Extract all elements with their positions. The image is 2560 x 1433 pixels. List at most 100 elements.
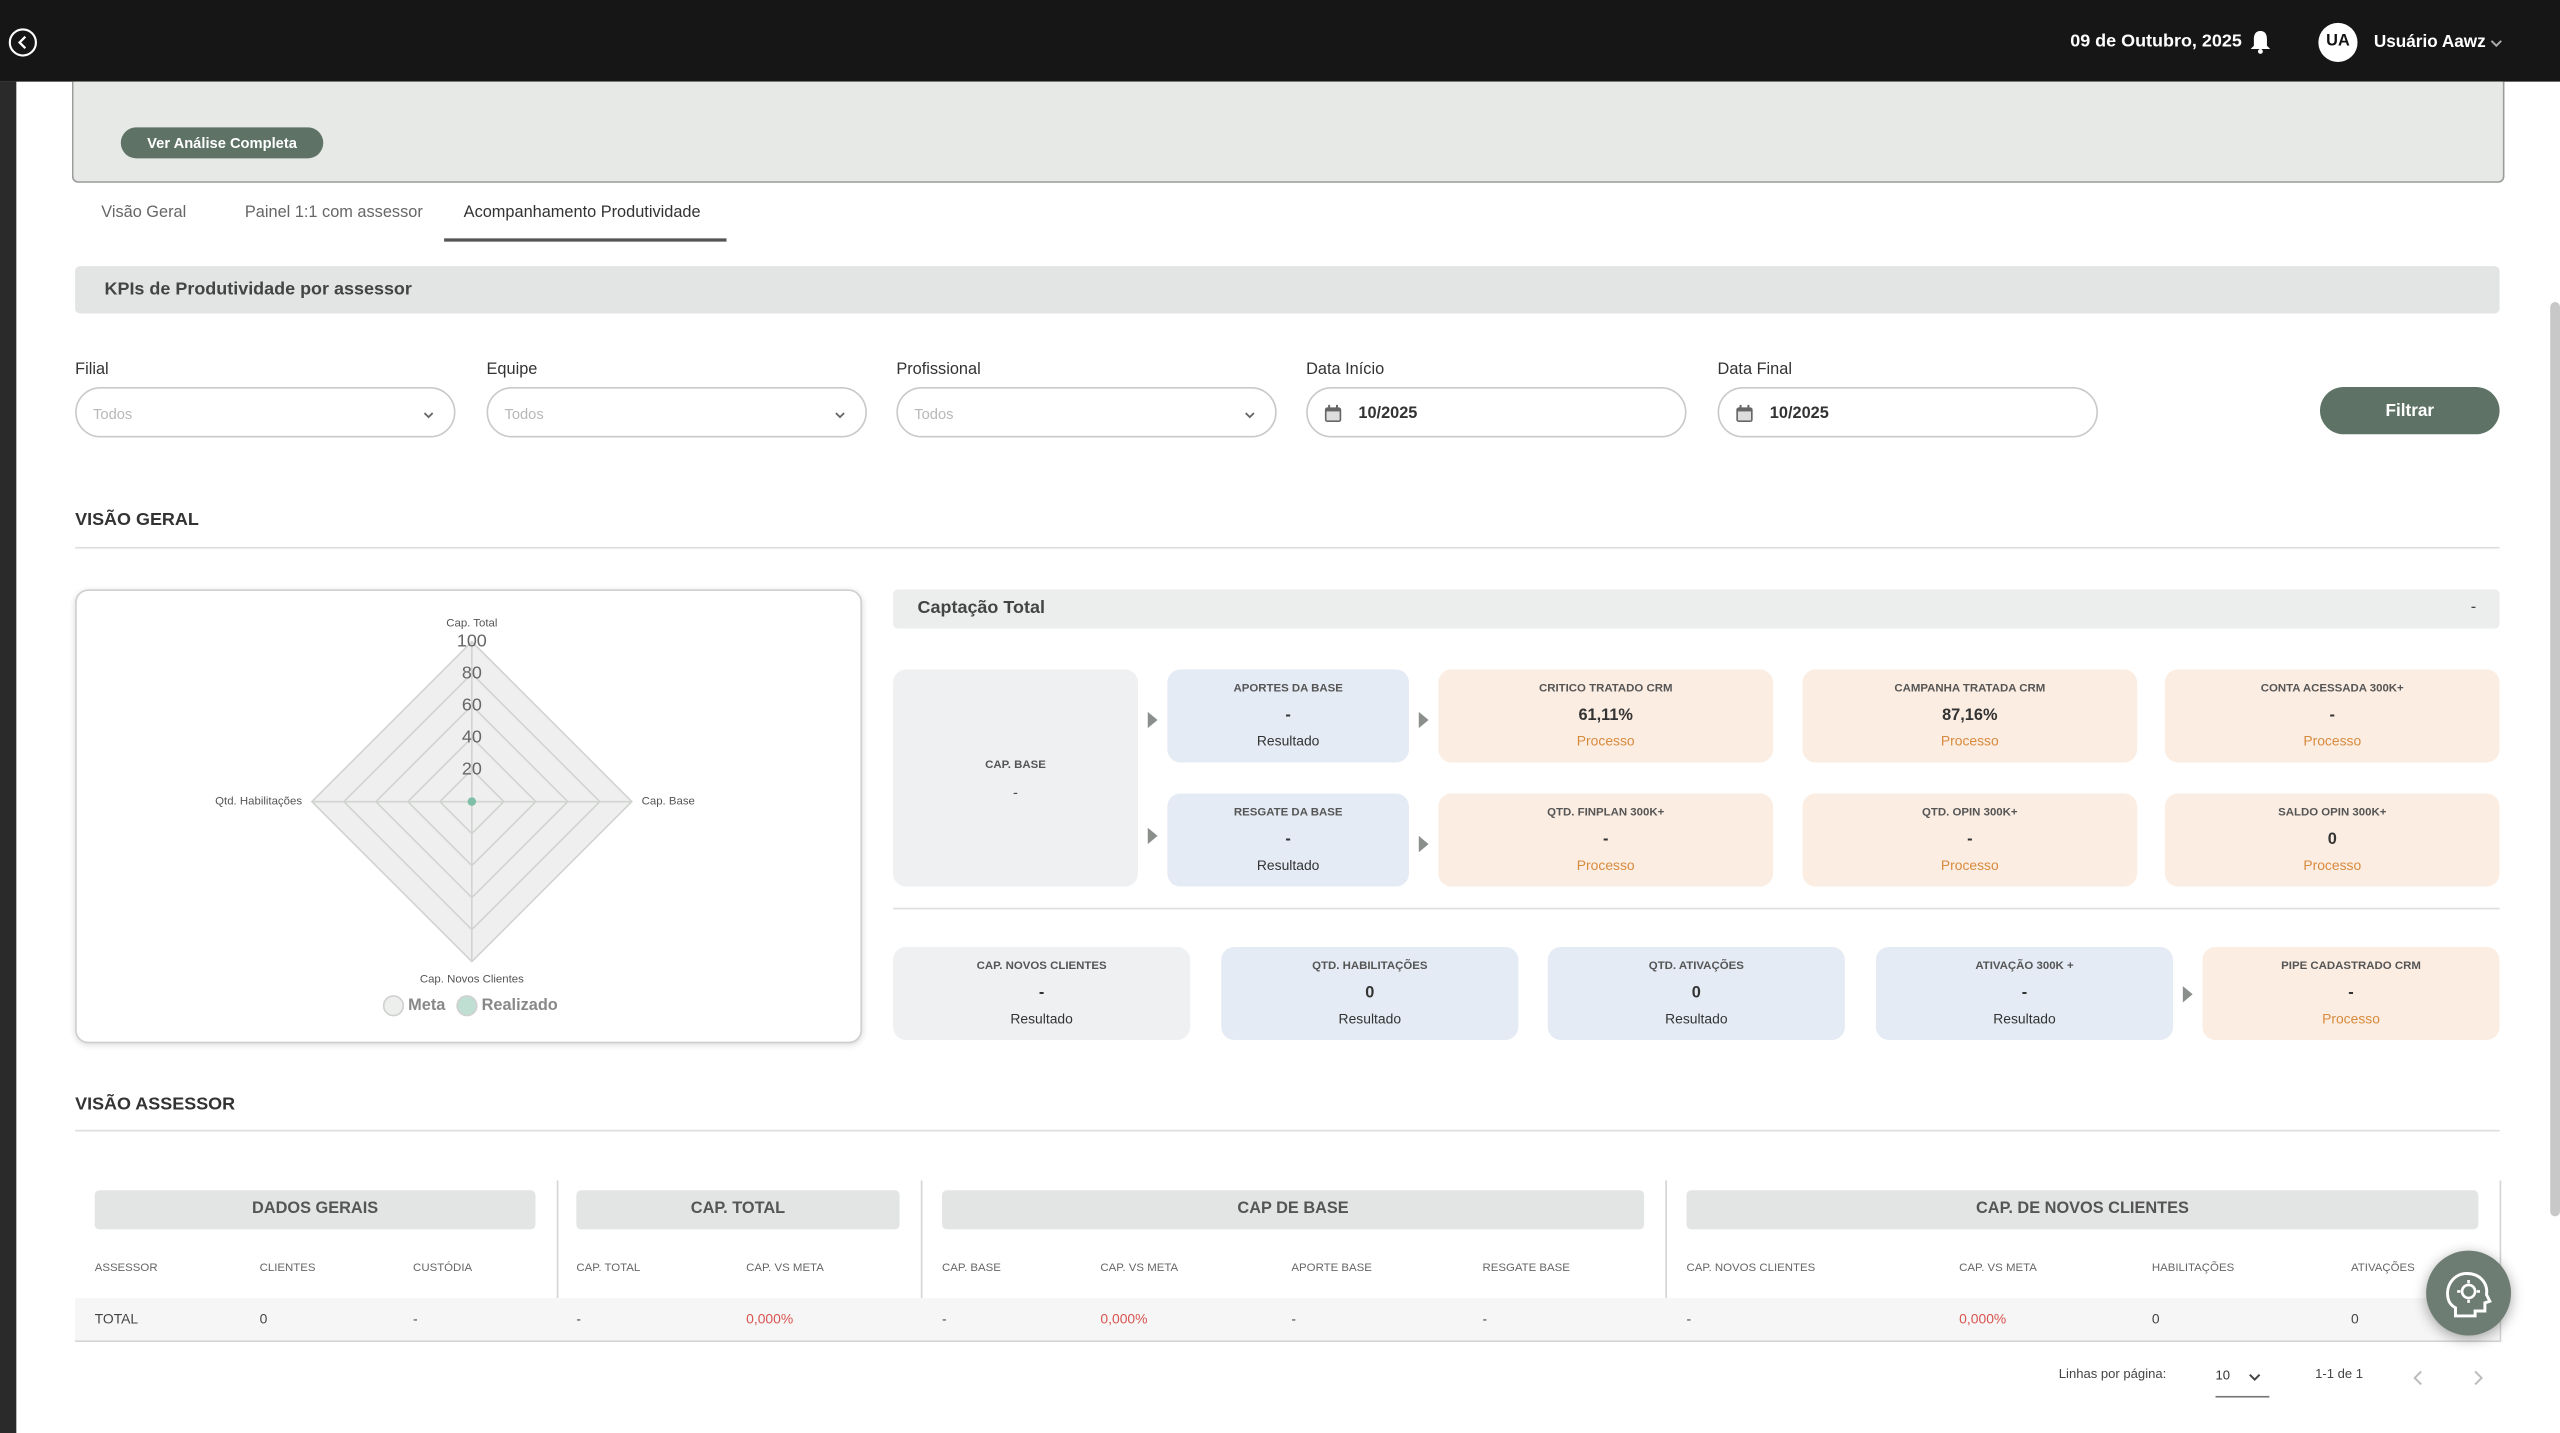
table-column-header: APORTE BASE <box>1291 1262 1372 1275</box>
kpi-value: 61,11% <box>1578 706 1633 725</box>
table-divider <box>920 1180 923 1343</box>
divider <box>75 546 2500 549</box>
select-underline <box>2215 1395 2270 1398</box>
kpi-status: Processo <box>2322 1009 2380 1026</box>
kpi-value: - <box>2348 984 2354 1003</box>
filter-button-label: Filtrar <box>2385 400 2435 420</box>
kpi-card: RESGATE DA BASE - Resultado <box>1167 793 1409 887</box>
section-bar: KPIs de Produtividade por assessor <box>75 266 2500 314</box>
assistant-button[interactable] <box>2426 1250 2512 1336</box>
kpi-status: Processo <box>1940 855 1999 873</box>
kpi-card: SALDO OPIN 300K+ 0 Processo <box>2164 793 2500 887</box>
table-cell: TOTAL <box>94 1310 139 1327</box>
radar-tick-label: 20 <box>462 758 482 778</box>
captacao-value: - <box>2470 599 2477 618</box>
tab[interactable]: Visão Geral <box>101 204 187 223</box>
filter-label: Profissional <box>896 360 981 379</box>
kpi-status: Resultado <box>1010 1009 1073 1026</box>
kpi-value: - <box>1967 831 1973 849</box>
filter-input[interactable]: Todos <box>75 386 456 438</box>
tab[interactable]: Acompanhamento Produtividade <box>463 204 701 223</box>
table-cell: 0 <box>2351 1310 2359 1327</box>
table-cell: 0,000% <box>1100 1310 1148 1327</box>
calendar-icon <box>1736 404 1753 423</box>
filter-placeholder: Todos <box>93 404 133 422</box>
bell-icon[interactable] <box>2250 29 2271 54</box>
table-column-header: CLIENTES <box>259 1262 316 1275</box>
divider <box>893 907 2500 910</box>
kpi-status: Resultado <box>1256 855 1320 873</box>
radar-tick-label: 60 <box>462 694 482 714</box>
table-column-header: CAP. VS META <box>1100 1262 1179 1275</box>
table-row-bg <box>75 1297 2500 1343</box>
kpi-title: QTD. FINPLAN 300K+ <box>1547 807 1665 819</box>
arrow-icon <box>2182 986 2193 1003</box>
kpi-title: ATIVAÇÃO 300K + <box>1975 960 2074 973</box>
table-group-label: DADOS GERAIS <box>252 1200 379 1218</box>
filter-input[interactable]: 10/2025 <box>1306 386 1687 438</box>
chevron-icon <box>423 412 434 419</box>
side-strip <box>0 81 17 1433</box>
tab[interactable]: Painel 1:1 com assessor <box>244 204 423 223</box>
filter-button[interactable]: Filtrar <box>2320 386 2500 435</box>
top-bar <box>0 0 2560 82</box>
table-cell: - <box>1482 1310 1488 1327</box>
analysis-button-label: Ver Análise Completa <box>147 133 297 151</box>
kpi-status: Processo <box>1940 731 1999 749</box>
back-button[interactable] <box>8 28 37 57</box>
captacao-title: Captação Total <box>917 598 1045 618</box>
table-column-header: HABILITAÇÕES <box>2151 1262 2235 1275</box>
kpi-value: - <box>1038 984 1045 1003</box>
kpi-title: CAMPANHA TRATADA CRM <box>1894 683 2046 695</box>
chevron-icon <box>835 412 845 419</box>
user-initials: UA <box>2326 32 2350 51</box>
arrow-icon <box>1147 711 1158 729</box>
analysis-button[interactable]: Ver Análise Completa <box>120 127 324 159</box>
table-group-header: CAP DE BASE <box>942 1190 1645 1230</box>
arrow-icon <box>1418 711 1429 729</box>
user-name[interactable]: Usuário Aawz <box>2373 32 2486 52</box>
kpi-title: APORTES DA BASE <box>1233 683 1343 695</box>
chevron-icon <box>1245 412 1255 419</box>
captacao-bar: Captação Total - <box>893 589 2500 629</box>
kpi-title: PIPE CADASTRADO CRM <box>2281 960 2421 973</box>
table-column-header: RESGATE BASE <box>1482 1262 1570 1275</box>
kpi-title: CRITICO TRATADO CRM <box>1538 683 1673 695</box>
table-cell: 0,000% <box>1959 1310 2007 1327</box>
kpi-status: Processo <box>2303 855 2362 873</box>
divider <box>75 1129 2500 1132</box>
table-cell: - <box>942 1310 947 1327</box>
prev-page[interactable] <box>2413 1370 2423 1386</box>
table-column-header: ATIVAÇÕES <box>2351 1262 2415 1275</box>
scrollbar-thumb <box>2550 302 2560 1217</box>
page-range: 1-1 de 1 <box>2315 1366 2364 1382</box>
kpi-value: 0 <box>2327 831 2337 849</box>
kpi-status: Processo <box>1576 731 1635 749</box>
kpi-card: ATIVAÇÃO 300K + - Resultado <box>1875 946 2174 1040</box>
user-avatar[interactable]: UA <box>2318 22 2358 63</box>
kpi-value: 0 <box>1691 984 1701 1003</box>
table-column-header: CAP. VS META <box>746 1262 824 1275</box>
filter-input[interactable]: Todos <box>486 386 867 438</box>
filter-placeholder: Todos <box>914 404 954 422</box>
radar-card: Cap. Total Cap. Base Cap. Novos Clientes Qt… <box>75 589 863 1044</box>
filter-input[interactable]: Todos <box>896 386 1277 438</box>
table-cell: 0 <box>2151 1310 2160 1327</box>
table-group-header: CAP. TOTAL <box>576 1190 900 1230</box>
radar-tick-label: 100 <box>457 630 487 650</box>
radar-axis-label: Cap. Base <box>642 796 695 808</box>
overview-title: VISÃO GERAL <box>75 510 199 530</box>
radar-chart: Cap. Total Cap. Base Cap. Novos Clientes Qt… <box>215 618 695 1017</box>
rows-per-page-value[interactable]: 10 <box>2215 1368 2231 1383</box>
radar-tick-label: 40 <box>462 726 482 746</box>
next-page[interactable] <box>2473 1370 2484 1386</box>
kpi-title: QTD. ATIVAÇÕES <box>1648 960 1744 973</box>
filter-label: Equipe <box>486 360 538 379</box>
kpi-status: Resultado <box>1256 731 1320 749</box>
table-column-header: CAP. TOTAL <box>576 1262 641 1275</box>
kpi-card: CAP. NOVOS CLIENTES - Resultado <box>893 946 1191 1040</box>
arrow-icon <box>1147 827 1158 845</box>
chevron-icon <box>2249 1374 2261 1381</box>
filter-input[interactable]: 10/2025 <box>1717 386 2098 438</box>
